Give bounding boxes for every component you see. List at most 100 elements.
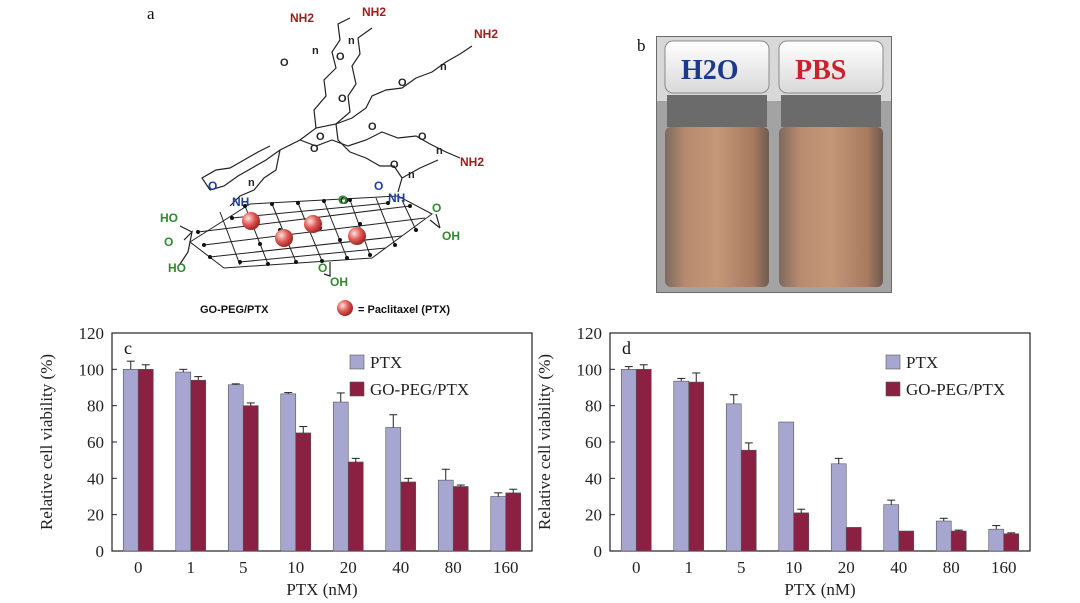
bar-ptx bbox=[988, 528, 1005, 552]
oxygen-label: O bbox=[398, 77, 407, 89]
y-tick-label: 0 bbox=[594, 542, 603, 561]
h2o-vial-cap bbox=[664, 40, 770, 94]
acid-hydroxyl-label: OH bbox=[442, 229, 460, 243]
acid-hydroxyl-label: HO bbox=[168, 261, 186, 275]
oxygen-label: O bbox=[336, 51, 345, 63]
bar-ptx bbox=[935, 520, 952, 552]
legend-label: GO-PEG/PTX bbox=[906, 380, 1005, 399]
oxygen-label: O bbox=[340, 195, 349, 207]
x-tick-label: 40 bbox=[392, 558, 409, 577]
oxygen-label: O bbox=[338, 93, 347, 105]
ptx-bead bbox=[242, 212, 260, 230]
legend-label: PTX bbox=[906, 353, 938, 372]
x-tick-label: 5 bbox=[239, 558, 248, 577]
n-subscript: n bbox=[248, 177, 255, 189]
bar-go-peg-ptx bbox=[190, 379, 207, 552]
h2o-vial-liquid bbox=[665, 127, 769, 287]
plot-frame bbox=[609, 332, 1031, 552]
acid-o-label: O bbox=[432, 201, 441, 215]
n-subscript: n bbox=[440, 61, 447, 73]
y-tick-label: 120 bbox=[79, 324, 105, 343]
pbs-label: PBS bbox=[795, 55, 846, 86]
legend-label: PTX bbox=[370, 353, 402, 372]
oxygen-label: O bbox=[390, 159, 399, 171]
oxygen-label: O bbox=[316, 131, 325, 143]
bar-go-peg-ptx bbox=[688, 381, 705, 552]
x-axis-label: PTX (nM) bbox=[784, 580, 855, 599]
x-tick-label: 80 bbox=[943, 558, 960, 577]
oxygen-label: O bbox=[418, 131, 427, 143]
ptx-bead bbox=[304, 215, 322, 233]
viability-chart-d: 0 20 40 60 80 100 120 0 1 5 10 20 40 80 160 PTX (nM) Rel… bbox=[535, 324, 1031, 599]
legend-swatch bbox=[885, 354, 901, 370]
oxygen-label: O bbox=[368, 121, 377, 133]
bar-ptx bbox=[437, 479, 454, 552]
x-tick-label: 10 bbox=[287, 558, 304, 577]
y-axis-label: Relative cell viability (%) bbox=[37, 354, 56, 530]
ptx-legend-bead bbox=[337, 300, 353, 316]
x-tick-label: 160 bbox=[493, 558, 519, 577]
legend-label: GO-PEG/PTX bbox=[370, 380, 469, 399]
y-tick-label: 100 bbox=[577, 360, 603, 379]
bar-ptx bbox=[778, 421, 795, 552]
x-tick-label: 5 bbox=[737, 558, 746, 577]
bar-ptx bbox=[332, 401, 349, 552]
bar-go-peg-ptx bbox=[505, 492, 522, 552]
vials-drawing: H2O PBS bbox=[657, 37, 891, 292]
x-tick-label: 20 bbox=[838, 558, 855, 577]
panel-letter-b: b bbox=[637, 36, 646, 55]
x-tick-label: 1 bbox=[685, 558, 694, 577]
n-subscript: n bbox=[436, 145, 443, 157]
bar-go-peg-ptx bbox=[635, 369, 652, 552]
bar-go-peg-ptx bbox=[400, 481, 417, 552]
amide-nh-label: NH bbox=[232, 195, 249, 209]
h2o-label: H2O bbox=[681, 55, 739, 86]
bar-go-peg-ptx bbox=[793, 512, 810, 552]
x-tick-label: 40 bbox=[890, 558, 907, 577]
carbonyl-o-label: O bbox=[338, 193, 347, 207]
bar-ptx bbox=[725, 403, 742, 552]
y-tick-label: 60 bbox=[87, 433, 104, 452]
bar-go-peg-ptx bbox=[452, 486, 469, 552]
oxygen-label: O bbox=[310, 143, 319, 155]
structure-name: GO-PEG/PTX bbox=[200, 304, 269, 316]
bar-go-peg-ptx bbox=[950, 530, 967, 552]
amine-label: NH2 bbox=[460, 155, 484, 169]
hydroxyl-label: HO bbox=[160, 211, 178, 225]
y-tick-label: 80 bbox=[585, 397, 602, 416]
bar-go-peg-ptx bbox=[242, 405, 259, 552]
vials-photo: H2O PBS bbox=[656, 36, 892, 293]
n-subscript: n bbox=[348, 35, 355, 47]
bar-ptx bbox=[227, 384, 244, 552]
amide-o-label: O bbox=[374, 179, 383, 193]
bar-ptx bbox=[175, 371, 192, 552]
y-axis-label: Relative cell viability (%) bbox=[535, 354, 554, 530]
amide-nh-label: NH bbox=[388, 191, 405, 205]
bar-ptx bbox=[673, 380, 690, 552]
y-tick-label: 20 bbox=[585, 506, 602, 525]
amine-label: NH2 bbox=[362, 5, 386, 19]
bar-ptx bbox=[280, 393, 297, 552]
legend-swatch bbox=[349, 354, 365, 370]
bar-go-peg-ptx bbox=[137, 369, 154, 552]
x-tick-label: 160 bbox=[991, 558, 1017, 577]
y-tick-label: 80 bbox=[87, 397, 104, 416]
n-subscript: n bbox=[408, 169, 415, 181]
x-tick-label: 80 bbox=[445, 558, 462, 577]
y-tick-label: 100 bbox=[79, 360, 105, 379]
y-tick-label: 0 bbox=[96, 542, 105, 561]
y-tick-label: 120 bbox=[577, 324, 603, 343]
acid-hydroxyl-label: OH bbox=[330, 275, 348, 289]
amide-o-label: O bbox=[208, 179, 217, 193]
bar-ptx bbox=[883, 504, 900, 552]
x-tick-label: 10 bbox=[785, 558, 802, 577]
legend-swatch bbox=[885, 381, 901, 397]
plot-frame bbox=[111, 332, 533, 552]
amine-label: NH2 bbox=[474, 27, 498, 41]
bar-ptx bbox=[830, 463, 847, 552]
ptx-bead bbox=[275, 229, 293, 247]
y-tick-label: 40 bbox=[87, 469, 104, 488]
peg-chains bbox=[201, 17, 473, 207]
pbs-vial-neck bbox=[781, 95, 881, 127]
pbs-vial-cap bbox=[778, 40, 884, 94]
